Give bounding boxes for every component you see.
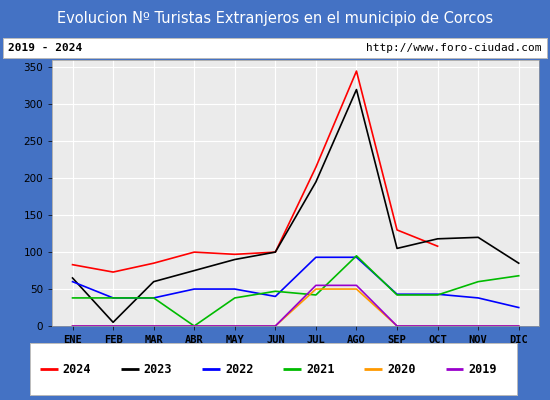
Text: http://www.foro-ciudad.com: http://www.foro-ciudad.com [366,43,542,53]
Text: 2021: 2021 [306,363,334,376]
Text: Evolucion Nº Turistas Extranjeros en el municipio de Corcos: Evolucion Nº Turistas Extranjeros en el … [57,12,493,26]
Text: 2022: 2022 [225,363,254,376]
Text: 2019 - 2024: 2019 - 2024 [8,43,82,53]
Text: 2024: 2024 [63,363,91,376]
Text: 2023: 2023 [144,363,172,376]
Text: 2019: 2019 [468,363,497,376]
Text: 2020: 2020 [387,363,416,376]
